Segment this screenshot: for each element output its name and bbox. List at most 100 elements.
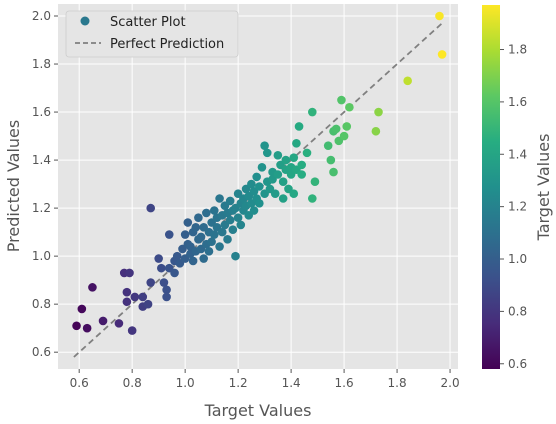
x-tick-label: 0.8 <box>123 376 142 390</box>
scatter-point <box>204 247 214 256</box>
scatter-point <box>339 131 349 141</box>
scatter-point <box>374 107 383 117</box>
scatter-point <box>262 148 272 158</box>
scatter-point <box>114 319 124 328</box>
y-tick-label: 1.4 <box>32 153 51 167</box>
y-tick-label: 0.6 <box>32 345 51 359</box>
scatter-point <box>98 316 108 326</box>
scatter-point <box>209 206 219 215</box>
scatter-point <box>196 232 206 242</box>
colorbar-tick-label: 1.2 <box>508 200 527 214</box>
scatter-point <box>337 95 346 105</box>
x-tick-label: 1.0 <box>176 376 195 390</box>
scatter-point <box>162 285 171 295</box>
scatter-point <box>292 138 301 148</box>
x-tick-label: 1.4 <box>282 376 301 390</box>
colorbar-gradient <box>482 5 500 369</box>
x-tick-label: 0.6 <box>70 376 89 390</box>
legend-scatter-marker <box>80 16 90 26</box>
y-tick-label: 0.8 <box>32 297 51 311</box>
scatter-points <box>72 11 447 335</box>
scatter-point <box>273 150 283 160</box>
scatter-point <box>217 227 227 237</box>
scatter-point <box>231 251 240 261</box>
scatter-point <box>308 107 317 117</box>
scatter-point <box>209 230 219 239</box>
scatter-point <box>257 162 267 172</box>
colorbar-tick-label: 1.0 <box>508 252 527 266</box>
scatter-point <box>437 50 447 59</box>
colorbar-tick-label: 1.4 <box>508 147 527 161</box>
x-tick-label: 2.0 <box>441 376 460 390</box>
colorbar: 0.6 0.8 1.0 1.2 1.4 1.6 1.8 Target Values <box>482 5 553 371</box>
scatter-point <box>403 76 412 86</box>
scatter-point <box>77 304 87 314</box>
scatter-point <box>138 292 148 302</box>
x-tick-label: 1.8 <box>388 376 407 390</box>
scatter-point <box>247 179 256 189</box>
scatter-point <box>236 220 246 230</box>
scatter-point <box>260 141 269 150</box>
scatter-point <box>255 199 264 208</box>
scatter-point <box>252 172 261 182</box>
scatter-point <box>199 254 208 263</box>
x-tick-label: 1.2 <box>229 376 248 390</box>
scatter-point <box>249 206 259 215</box>
scatter-point <box>188 256 198 266</box>
x-axis-ticks: 0.6 0.8 1.0 1.2 1.4 1.6 1.8 2.0 <box>70 369 460 390</box>
scatter-point <box>72 321 81 331</box>
scatter-point <box>82 323 92 333</box>
scatter-point <box>122 287 132 297</box>
scatter-point <box>228 225 238 235</box>
y-tick-label: 1.0 <box>32 249 51 263</box>
x-tick-label: 1.6 <box>335 376 354 390</box>
scatter-point <box>371 126 381 136</box>
colorbar-label: Target Values <box>534 134 553 242</box>
y-tick-label: 1.2 <box>32 201 51 215</box>
scatter-point <box>297 160 307 170</box>
scatter-point <box>162 292 171 302</box>
colorbar-tick-label: 1.6 <box>508 95 527 109</box>
scatter-point <box>215 242 224 251</box>
scatter-point <box>310 177 320 186</box>
scatter-point <box>273 170 283 179</box>
scatter-point <box>146 203 156 213</box>
scatter-point <box>146 278 156 287</box>
x-axis-label: Target Values <box>204 401 312 420</box>
scatter-point <box>154 254 163 263</box>
scatter-point <box>130 292 140 302</box>
scatter-point <box>329 167 338 177</box>
scatter-point <box>331 124 341 134</box>
y-tick-label: 1.6 <box>32 105 51 119</box>
scatter-point <box>278 177 288 186</box>
scatter-point <box>278 194 288 203</box>
scatter-point <box>157 263 166 273</box>
scatter-point <box>180 230 190 239</box>
legend-scatter-label: Scatter Plot <box>110 15 186 30</box>
scatter-point <box>225 215 235 225</box>
y-tick-label: 1.8 <box>32 57 51 71</box>
legend-box <box>65 10 239 58</box>
scatter-point <box>435 11 444 21</box>
scatter-point <box>122 297 132 307</box>
scatter-point <box>270 189 280 199</box>
scatter-point <box>326 155 336 165</box>
scatter-point <box>342 122 352 131</box>
scatter-point <box>223 235 232 244</box>
scatter-point <box>164 230 174 239</box>
perfect-prediction-path <box>73 22 443 358</box>
scatter-point <box>345 102 354 112</box>
scatter-point <box>159 278 169 287</box>
legend-line-label: Perfect Prediction <box>110 37 224 52</box>
scatter-point <box>191 223 201 232</box>
colorbar-tick-label: 0.8 <box>508 304 527 318</box>
scatter-point <box>323 141 333 150</box>
scatter-point <box>202 208 211 218</box>
scatter-point <box>88 283 97 292</box>
scatter-point <box>289 153 299 162</box>
scatter-point <box>233 213 243 223</box>
scatter-point <box>170 268 179 278</box>
scatter-point <box>183 218 193 227</box>
scatter-point <box>255 182 264 191</box>
